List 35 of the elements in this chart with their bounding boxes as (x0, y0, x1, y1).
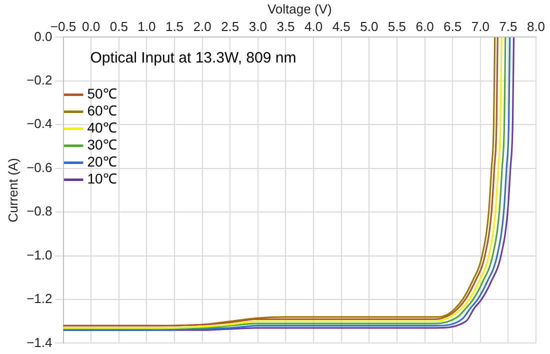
x-tick-label: 6.0 (416, 18, 434, 34)
y-tick-label: 0.0 (34, 28, 52, 44)
x-tick-label: 2.5 (221, 18, 240, 34)
y-tick-label: −0.8 (26, 204, 52, 219)
legend-label: 30℃ (87, 136, 117, 153)
legend-label: 60℃ (87, 102, 117, 119)
y-tick-label: −0.2 (26, 72, 52, 88)
x-tick-label: 0.5 (110, 18, 128, 34)
y-tick-label: −1.0 (26, 247, 52, 262)
x-tick-label: 1.5 (165, 18, 184, 34)
x-tick-label: 4.5 (332, 18, 350, 34)
x-tick-label: 7.5 (499, 18, 518, 34)
x-tick-label: 1.0 (138, 18, 156, 34)
y-axis-title: Current (A) (5, 158, 20, 222)
x-tick-label: 8.0 (526, 18, 546, 34)
x-tick-label: −0.5 (50, 18, 76, 34)
x-axis-title: Voltage (V) (267, 1, 332, 16)
legend-label: 50℃ (87, 86, 117, 102)
y-tick-label: −1.4 (26, 334, 52, 350)
x-tick-label: 6.5 (444, 18, 462, 34)
x-tick-label: 5.0 (360, 18, 378, 34)
y-tick-label: −1.2 (26, 291, 52, 306)
x-tick-label: 3.5 (276, 18, 295, 34)
legend-label: 40℃ (87, 120, 117, 136)
x-tick-label: 2.0 (193, 18, 212, 34)
x-tick-label: 4.0 (304, 18, 323, 34)
x-tick-label: 7.0 (471, 18, 490, 34)
legend-label: 20℃ (87, 154, 117, 170)
legend-label: 10℃ (87, 170, 117, 187)
annotation: Optical Input at 13.3W, 809 nm (90, 49, 296, 66)
y-tick-label: −0.4 (26, 116, 52, 132)
x-tick-label: 5.5 (388, 18, 406, 34)
x-tick-label: 3.0 (248, 18, 267, 34)
y-tick-label: −0.6 (26, 160, 52, 175)
x-tick-label: 0.0 (82, 18, 100, 34)
